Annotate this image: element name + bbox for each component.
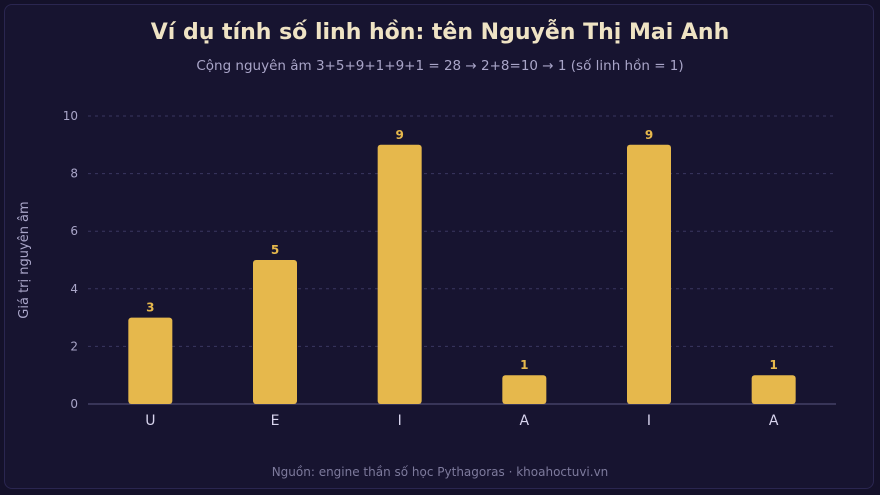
y-tick-label: 2 bbox=[70, 339, 78, 353]
x-tick-label: A bbox=[769, 413, 779, 429]
y-tick-label: 4 bbox=[70, 282, 78, 296]
x-tick-label: E bbox=[271, 413, 280, 429]
chart-frame bbox=[4, 4, 874, 489]
chart-subtitle: Cộng nguyên âm 3+5+9+1+9+1 = 28 → 2+8=10… bbox=[196, 58, 684, 74]
y-tick-label: 8 bbox=[70, 167, 78, 181]
bar bbox=[128, 317, 173, 404]
x-tick-label: I bbox=[398, 413, 402, 429]
grid-lines bbox=[88, 115, 836, 347]
y-tick-label: 10 bbox=[63, 109, 78, 123]
data-label: 1 bbox=[520, 358, 528, 372]
y-axis-label: Giá trị nguyên âm bbox=[17, 201, 32, 318]
data-label: 1 bbox=[769, 358, 777, 372]
bar bbox=[627, 144, 671, 405]
x-tick-label: I bbox=[647, 413, 651, 429]
data-label: 5 bbox=[271, 243, 279, 257]
data-labels: 3 5 9 1 9 1 bbox=[146, 128, 778, 372]
bar bbox=[502, 375, 547, 404]
x-tick-label: U bbox=[145, 413, 155, 429]
bar bbox=[253, 260, 297, 404]
chart-title: Ví dụ tính số linh hồn: tên Nguyễn Thị M… bbox=[150, 20, 730, 45]
source-note: Nguồn: engine thần số học Pythagoras · k… bbox=[271, 465, 609, 479]
bar bbox=[751, 375, 796, 404]
data-label: 9 bbox=[395, 128, 403, 142]
bars bbox=[128, 144, 796, 405]
data-label: 9 bbox=[645, 128, 653, 142]
x-tick-label: A bbox=[520, 413, 530, 429]
y-tick-label: 6 bbox=[70, 224, 78, 238]
bar bbox=[377, 144, 422, 405]
y-tick-label: 0 bbox=[70, 397, 78, 411]
data-label: 3 bbox=[146, 301, 154, 315]
y-axis-ticks: 0 2 4 6 8 10 bbox=[63, 109, 78, 411]
